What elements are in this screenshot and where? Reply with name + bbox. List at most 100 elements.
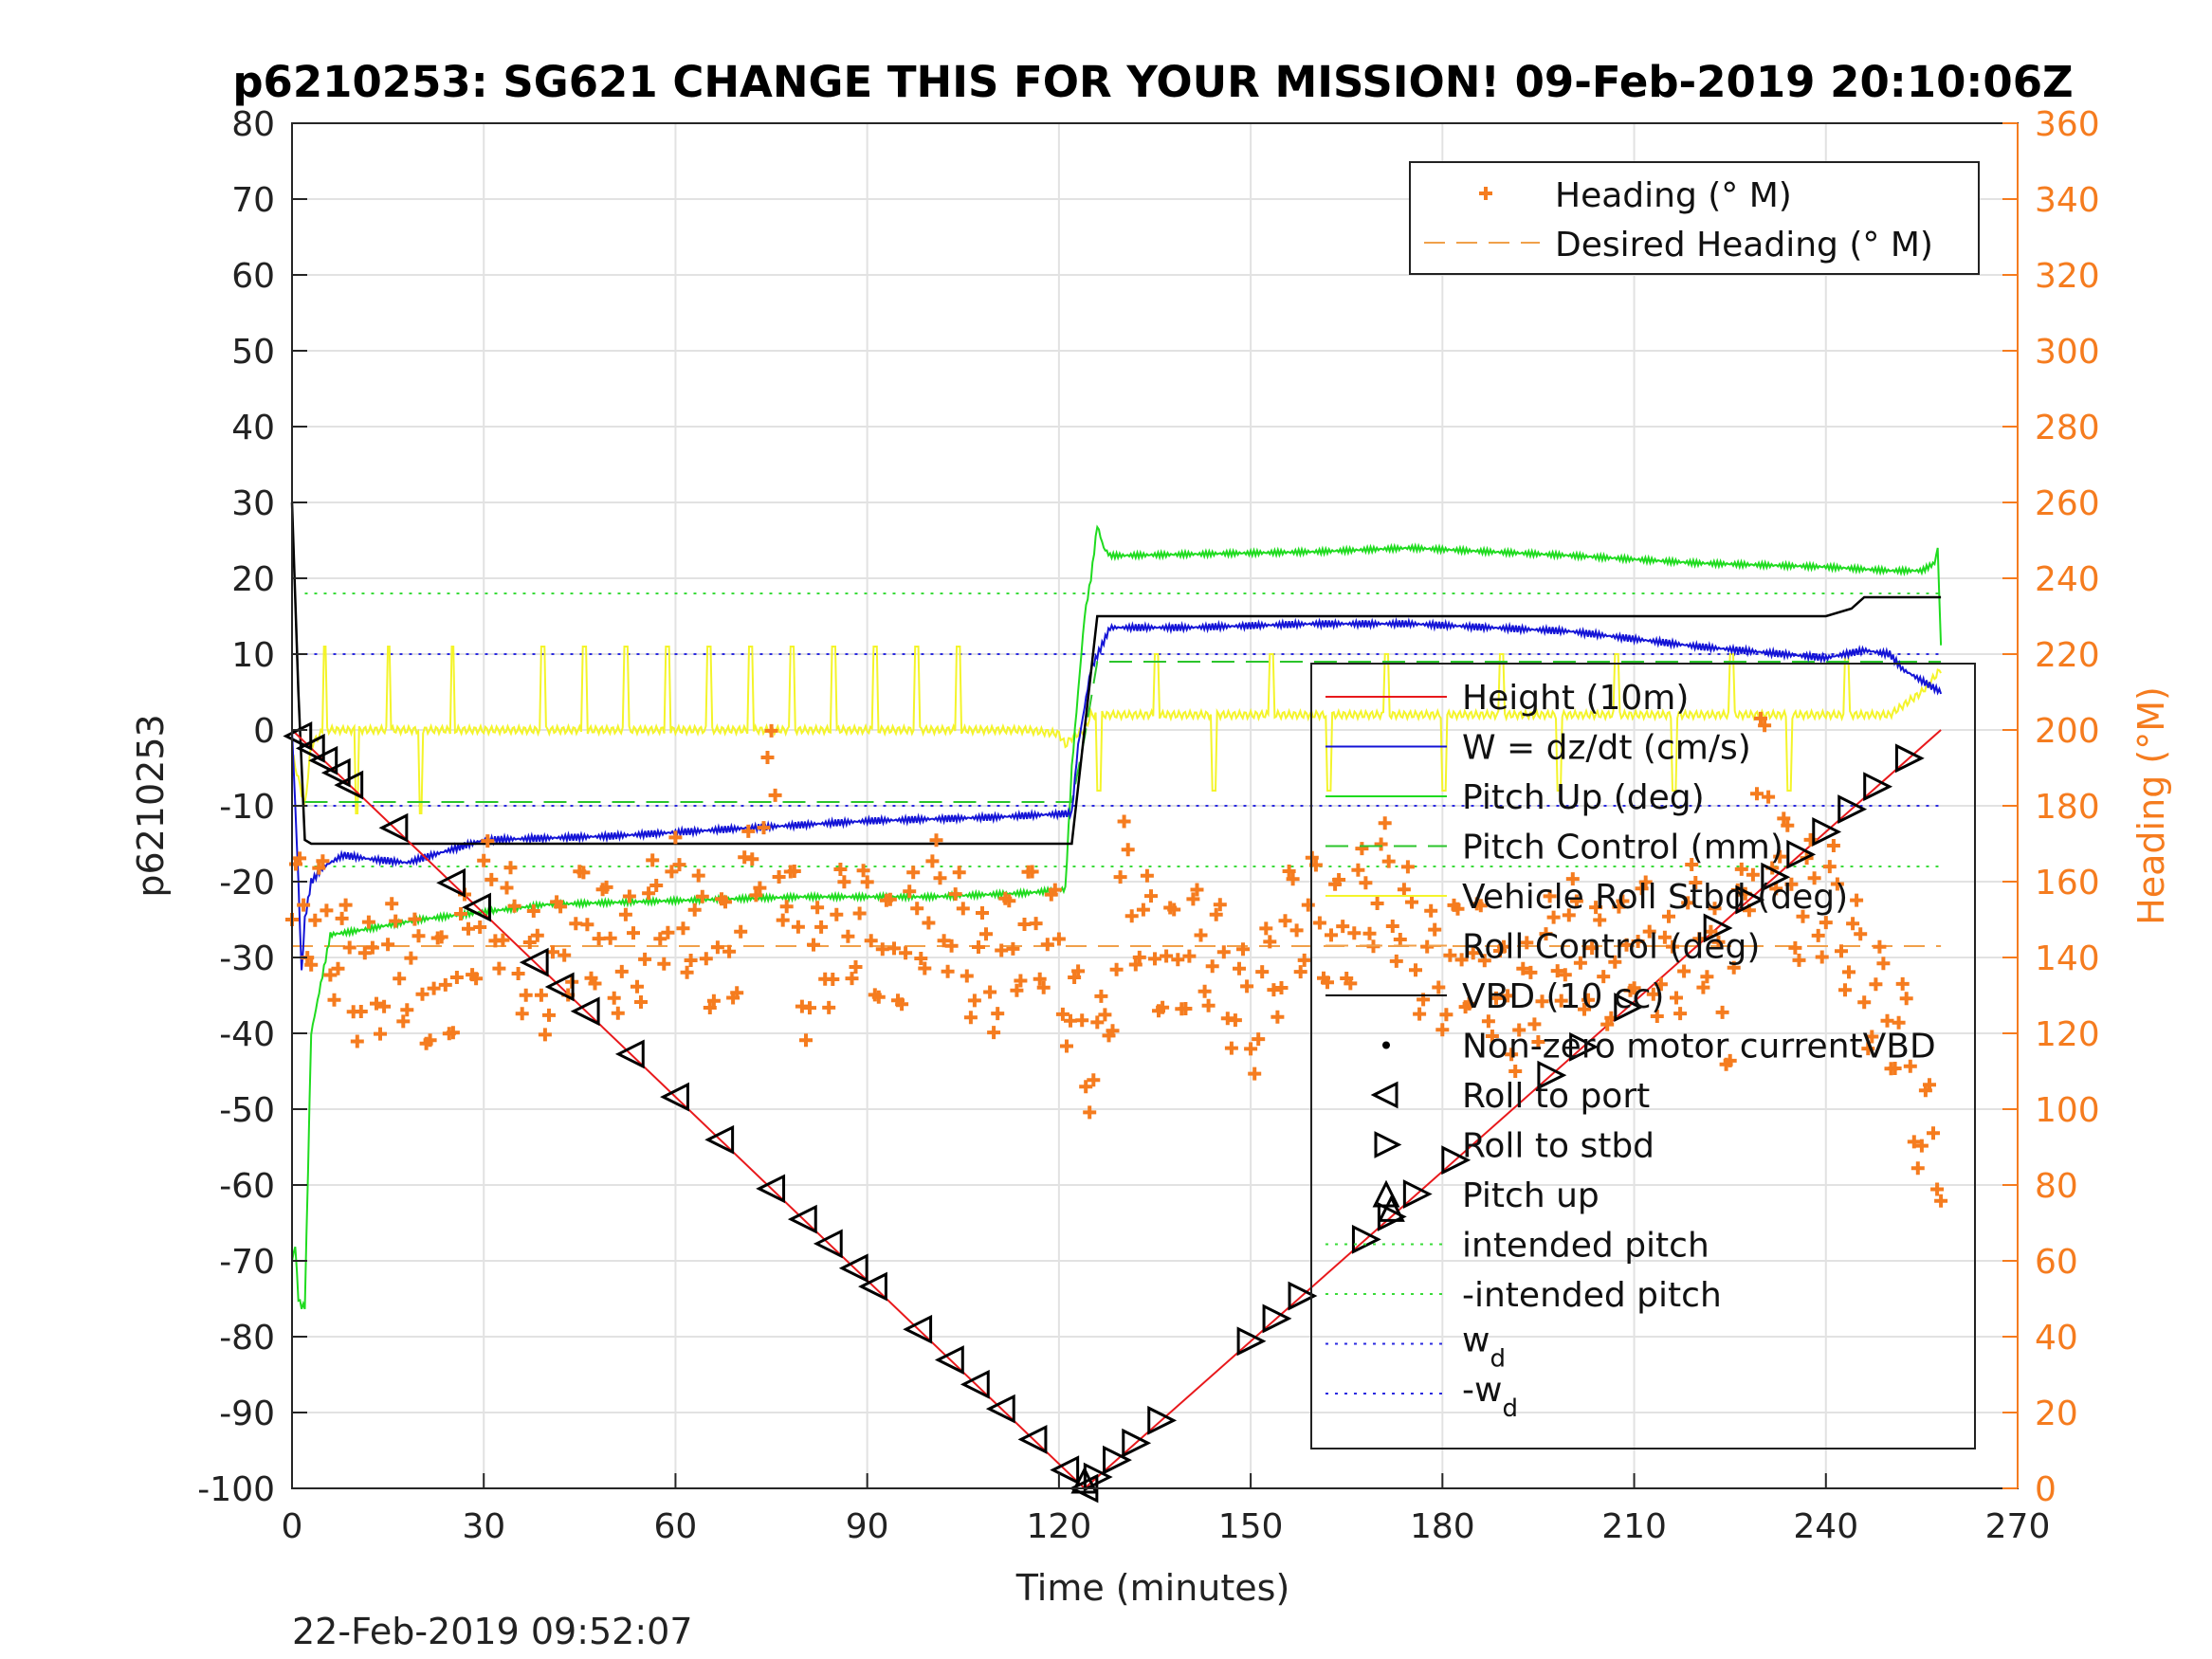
heading-point [342,940,356,955]
heading-point [1750,787,1764,801]
heading-point [1209,907,1223,921]
heading-point [1025,865,1039,879]
heading-point [1255,965,1270,979]
heading-point [1167,902,1181,917]
heading-point [496,933,510,947]
roll-to-port-marker [570,996,600,1027]
heading-point [1662,909,1675,923]
heading-point [1094,989,1108,1003]
roll-to-stbd-marker [1441,1145,1472,1176]
heading-point [753,881,767,895]
heading-point [1899,992,1913,1006]
roll-to-port-marker [838,1253,868,1284]
heading-point [695,889,709,903]
heading-point [1819,916,1833,930]
heading-point [396,1014,411,1029]
heading-point [357,946,372,960]
roll-to-port-marker [1050,1455,1080,1486]
heading-point [1259,921,1273,936]
legend-main-label: Roll to port [1462,1077,1650,1116]
y-right-tick-label: 220 [2035,636,2100,675]
roll-to-port-marker [813,1229,843,1259]
heading-point [385,897,399,911]
heading-point [1179,1002,1193,1015]
heading-point [642,886,656,901]
heading-point [481,834,495,848]
heading-point [1689,876,1703,889]
heading-point [1048,883,1062,897]
heading-point [1597,970,1611,984]
heading-point [1462,996,1476,1011]
legend-heading-box [1409,161,1980,275]
heading-point [856,864,870,878]
roll-to-port-marker [903,1314,933,1344]
heading-point [1160,949,1174,963]
heading-point [875,942,889,957]
heading-point [454,907,467,921]
y-tick-label: -20 [219,864,275,902]
x-tick-label: 30 [462,1507,505,1546]
heading-point [469,972,484,986]
y-right-tick-label: 100 [2035,1091,2100,1130]
heading-point [1524,965,1538,979]
heading-point [830,907,844,921]
y-tick-label: 60 [231,257,275,296]
heading-point [530,928,544,942]
heading-point [1263,935,1277,949]
heading-point [1861,1042,1875,1056]
y-right-tick-label: 160 [2035,864,2100,902]
heading-point [1278,914,1292,928]
roll-to-stbd-marker [1262,1304,1292,1334]
heading-point [338,898,353,912]
heading-point [668,830,683,845]
heading-point [1182,949,1197,963]
heading-point [1573,956,1587,970]
heading-point [1466,946,1480,960]
heading-point [1267,983,1281,997]
roll-markers [283,721,1925,1504]
heading-point [1854,927,1868,941]
heading-point [1569,894,1583,908]
heading-point [1650,1010,1664,1023]
heading-point [1216,945,1231,959]
heading-point [377,999,392,1013]
heading-point [1642,924,1656,939]
heading-point [1657,930,1672,944]
heading-point [1006,941,1020,956]
heading-point [1405,895,1418,909]
heading-point [335,911,349,925]
roll-to-stbd-marker [1863,772,1893,802]
legend-wd-label: -wd [1462,1371,1518,1423]
y-tick-label: 10 [231,636,275,675]
heading-point [316,854,330,868]
heading-point [937,934,951,948]
heading-point [1558,968,1572,982]
heading-point [1903,1059,1917,1073]
y-tick-label: 70 [231,181,275,220]
heading-point [381,938,395,952]
roll-to-port-marker [660,1082,689,1112]
heading-point [1646,987,1660,1001]
heading-point [960,969,974,983]
heading-markers [285,711,1948,1208]
heading-point [967,994,981,1008]
heading-point [580,918,594,932]
heading-point [1186,892,1200,906]
heading-point [1420,939,1435,954]
y-right-tick-label: 300 [2035,333,2100,372]
heading-point [622,889,636,903]
heading-point [646,853,660,867]
heading-point [1128,957,1143,972]
pitch-up-marker [1070,1466,1099,1494]
roll-to-stbd-marker [1103,1445,1132,1475]
heading-point [1083,1105,1097,1120]
heading-point [1098,1008,1112,1022]
y-right-tick-label: 340 [2035,181,2100,220]
heading-point [807,938,820,952]
heading-point [308,913,322,927]
heading-point [929,833,943,848]
heading-point [760,751,775,764]
heading-point [1397,883,1411,897]
heading-point [1171,953,1185,967]
legend-heading: Heading (° M) Desired Heading (° M) [1409,161,1980,275]
